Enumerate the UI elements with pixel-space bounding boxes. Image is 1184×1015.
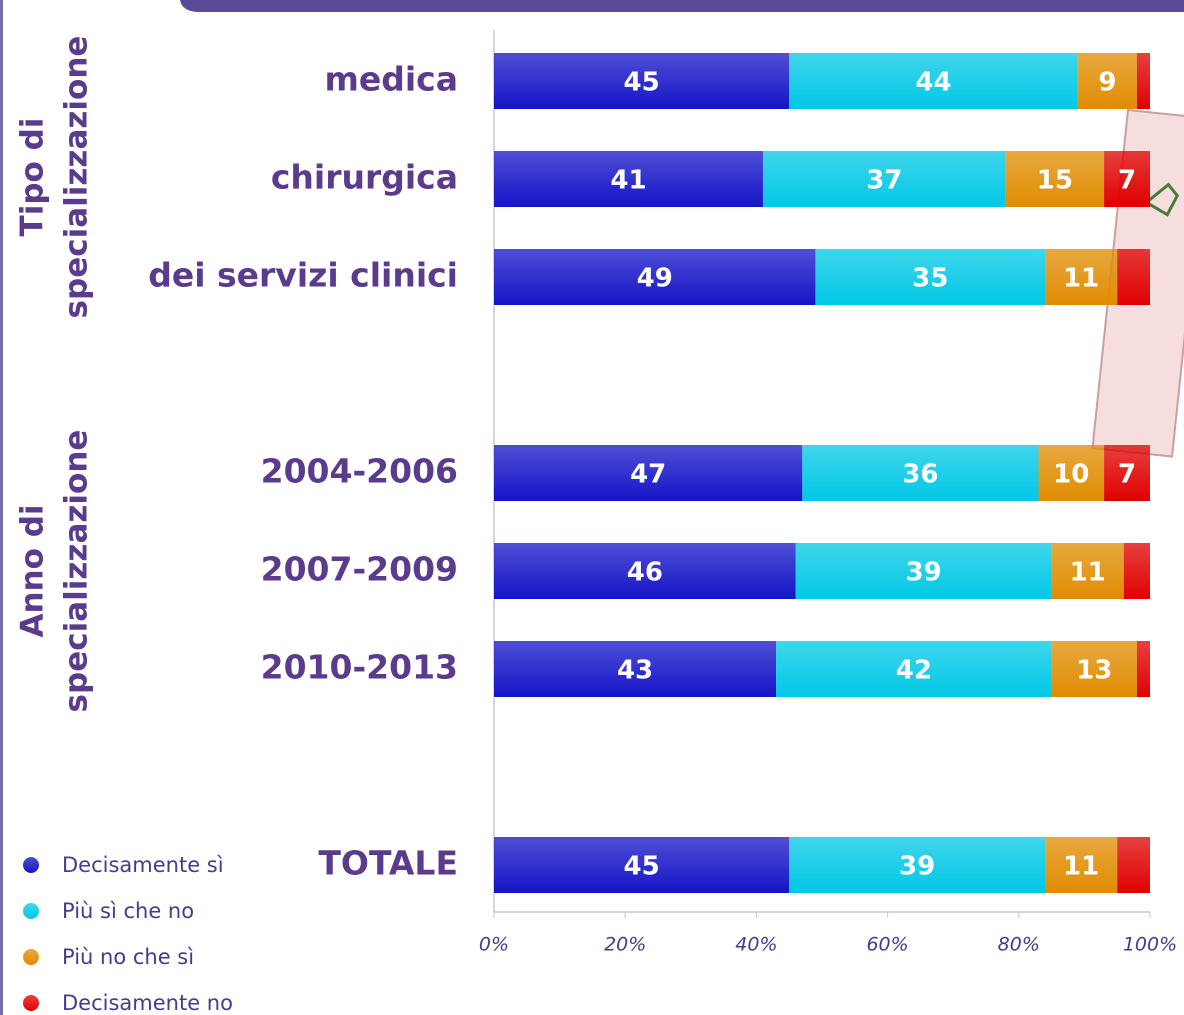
- bar-segment: [1104, 445, 1150, 501]
- bar-segment: [494, 151, 763, 207]
- bar-segment: [1051, 641, 1137, 697]
- group-label-line: specializzazione: [59, 430, 95, 713]
- value-label: 49: [637, 264, 673, 294]
- value-label: 10: [1053, 460, 1089, 490]
- value-label: 11: [1063, 264, 1099, 294]
- bar-segment: [494, 445, 803, 501]
- bar-segment: [1117, 249, 1150, 305]
- x-tick-label: 100%: [1123, 934, 1177, 956]
- category-label: 2010-2013: [261, 648, 458, 687]
- bar-segment: [494, 837, 790, 893]
- value-label: 37: [866, 166, 902, 196]
- group-label: Anno di specializzazione: [15, 430, 95, 713]
- value-label: 7: [1118, 166, 1136, 196]
- value-label: 46: [627, 558, 663, 588]
- legend-label: Più no che sì: [62, 945, 194, 969]
- category-label: chirurgica: [271, 158, 458, 197]
- bar-segment: [1117, 837, 1150, 893]
- bar-segment: [1104, 151, 1150, 207]
- bar-segment: [1038, 445, 1105, 501]
- x-tick-label: 60%: [866, 934, 908, 956]
- bar-segment: [1077, 53, 1137, 109]
- value-label: 39: [899, 852, 935, 882]
- bar-segment: [762, 151, 1006, 207]
- bar-segment: [789, 837, 1046, 893]
- category-label: 2007-2009: [261, 550, 458, 589]
- value-label: 47: [630, 460, 666, 490]
- group-label-line: Tipo di: [15, 118, 51, 237]
- value-label: 15: [1037, 166, 1073, 196]
- value-label: 43: [617, 656, 653, 686]
- bar-segment: [1045, 249, 1118, 305]
- legend-marker: [23, 995, 39, 1011]
- value-label: 11: [1070, 558, 1106, 588]
- value-label: 44: [915, 68, 951, 98]
- legend-label: Più sì che no: [62, 899, 194, 923]
- bar-segment: [494, 641, 777, 697]
- value-label: 45: [624, 852, 660, 882]
- value-label: 35: [912, 264, 948, 294]
- value-label: 13: [1076, 656, 1112, 686]
- bar-segment: [1045, 837, 1118, 893]
- legend-label: Decisamente no: [62, 991, 233, 1015]
- value-label: 45: [624, 68, 660, 98]
- bar-segment: [1136, 53, 1150, 109]
- group-label-line: Anno di: [15, 504, 51, 637]
- legend-marker: [23, 857, 39, 873]
- bar-segment: [795, 543, 1052, 599]
- x-tick-label: 20%: [604, 934, 646, 956]
- bar-segment: [494, 249, 816, 305]
- top-banner: [180, 0, 1184, 12]
- legend-marker: [23, 949, 39, 965]
- value-label: 36: [902, 460, 938, 490]
- x-tick-label: 40%: [735, 934, 777, 956]
- x-tick-label: 0%: [479, 934, 509, 956]
- value-label: 39: [906, 558, 942, 588]
- left-border: [0, 0, 3, 1015]
- bar-segment: [494, 53, 790, 109]
- legend-marker: [23, 903, 39, 919]
- category-label: 2004-2006: [261, 452, 458, 491]
- bar-segment: [1136, 641, 1150, 697]
- value-label: 9: [1098, 68, 1116, 98]
- category-label: dei servizi clinici: [148, 256, 458, 295]
- group-label-line: specializzazione: [59, 36, 95, 319]
- bar-segment: [802, 445, 1039, 501]
- value-label: 11: [1063, 852, 1099, 882]
- bar-segment: [1051, 543, 1124, 599]
- bar-segment: [776, 641, 1052, 697]
- bar-segment: [815, 249, 1046, 305]
- bar-segment: [1005, 151, 1105, 207]
- bar-segment: [494, 543, 796, 599]
- x-tick-label: 80%: [998, 934, 1040, 956]
- category-label: TOTALE: [318, 844, 458, 883]
- legend-label: Decisamente sì: [62, 853, 224, 877]
- category-label: medica: [324, 60, 458, 99]
- bar-segment: [1123, 543, 1150, 599]
- group-label: Tipo di specializzazione: [15, 36, 95, 319]
- value-label: 42: [896, 656, 932, 686]
- value-label: 7: [1118, 460, 1136, 490]
- value-label: 41: [610, 166, 646, 196]
- bar-segment: [789, 53, 1078, 109]
